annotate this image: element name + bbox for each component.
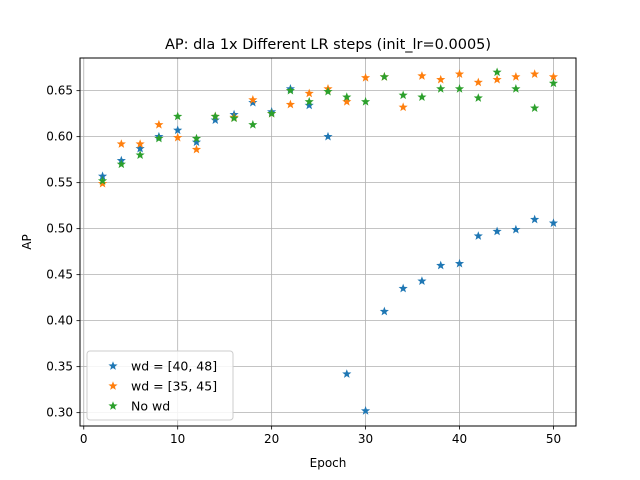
plot-frame [79, 57, 577, 427]
data-point [511, 224, 521, 234]
data-point [473, 77, 483, 87]
legend-label: wd = [40, 48] [131, 359, 217, 374]
data-point [323, 131, 333, 141]
data-point [454, 69, 465, 78]
data-point [97, 176, 108, 185]
data-point [154, 119, 164, 129]
y-axis-label: AP [20, 234, 34, 249]
data-point [210, 111, 220, 121]
y-tick-label: 0.40 [46, 314, 73, 328]
legend-label: wd = [35, 45] [131, 379, 217, 394]
data-point [454, 84, 465, 93]
data-point [473, 93, 483, 102]
data-point [135, 143, 145, 153]
data-point [454, 258, 465, 268]
data-point [548, 78, 559, 88]
data-point [248, 119, 258, 129]
x-tick-label: 0 [80, 432, 88, 446]
data-point [97, 171, 108, 181]
data-point [173, 111, 183, 121]
data-point [530, 214, 540, 224]
data-point [304, 96, 314, 106]
data-point [398, 283, 408, 293]
data-point [304, 100, 314, 110]
data-point [267, 108, 277, 118]
data-point [135, 150, 145, 159]
data-point [173, 132, 183, 142]
data-point [285, 99, 295, 109]
x-tick-label: 50 [546, 432, 561, 446]
data-point [417, 92, 427, 101]
data-point [248, 95, 258, 104]
data-point [361, 96, 371, 106]
chart-title: AP: dla 1x Different LR steps (init_lr=0… [165, 37, 491, 53]
series-3 [97, 67, 559, 185]
data-point [492, 67, 502, 77]
data-point [116, 139, 126, 148]
x-tick-label: 10 [170, 432, 185, 446]
legend-box [86, 350, 234, 421]
data-point [229, 113, 239, 123]
data-point [191, 137, 202, 147]
data-point [97, 178, 108, 188]
data-point [548, 218, 559, 228]
y-tick-label: 0.60 [46, 130, 73, 144]
legend-marker [108, 401, 118, 410]
data-point [361, 72, 371, 82]
data-point [398, 102, 408, 112]
data-point [154, 133, 164, 143]
y-tick-label: 0.50 [46, 222, 73, 236]
legend: wd = [40, 48] wd = [35, 45] No wd [86, 350, 234, 421]
data-point [398, 90, 408, 100]
data-point [304, 88, 314, 98]
data-point [379, 306, 389, 316]
data-point [116, 159, 126, 169]
data-points [97, 67, 559, 415]
data-point [173, 125, 183, 135]
data-point [191, 133, 202, 143]
legend-marker [108, 361, 118, 370]
y-tick-label: 0.55 [46, 176, 73, 190]
data-point [342, 369, 352, 378]
data-point [379, 72, 389, 81]
data-point [323, 86, 333, 96]
data-point [248, 97, 258, 107]
data-point [417, 71, 427, 80]
x-tick-label: 40 [452, 432, 467, 446]
data-point [492, 74, 502, 84]
legend-label: No wd [131, 399, 170, 414]
data-point [492, 226, 502, 236]
legend-marker [108, 381, 118, 390]
data-point [417, 276, 427, 285]
data-point [361, 406, 371, 415]
x-tick-label: 20 [264, 432, 279, 446]
data-point [436, 260, 446, 270]
data-point [342, 92, 352, 101]
data-point [436, 74, 446, 84]
x-axis-label: Epoch [310, 456, 347, 470]
data-point [511, 84, 521, 93]
data-point [548, 72, 559, 81]
axis-ticks: 0 10 20 30 40 50 0.30 0.35 0.40 0.45 0.50 0.55 0.60 0… [46, 84, 561, 446]
data-point [135, 139, 145, 148]
data-point [530, 69, 540, 78]
y-tick-label: 0.45 [46, 268, 73, 282]
data-point [473, 231, 483, 240]
data-point [530, 103, 540, 113]
x-tick-label: 30 [358, 432, 373, 446]
y-tick-label: 0.35 [46, 360, 73, 374]
data-point [436, 84, 446, 93]
data-point [285, 85, 295, 95]
data-point [342, 96, 352, 106]
y-tick-label: 0.65 [46, 84, 73, 98]
y-tick-label: 0.30 [46, 406, 73, 420]
data-point [511, 72, 521, 81]
data-point [210, 115, 220, 124]
data-point [191, 144, 202, 154]
